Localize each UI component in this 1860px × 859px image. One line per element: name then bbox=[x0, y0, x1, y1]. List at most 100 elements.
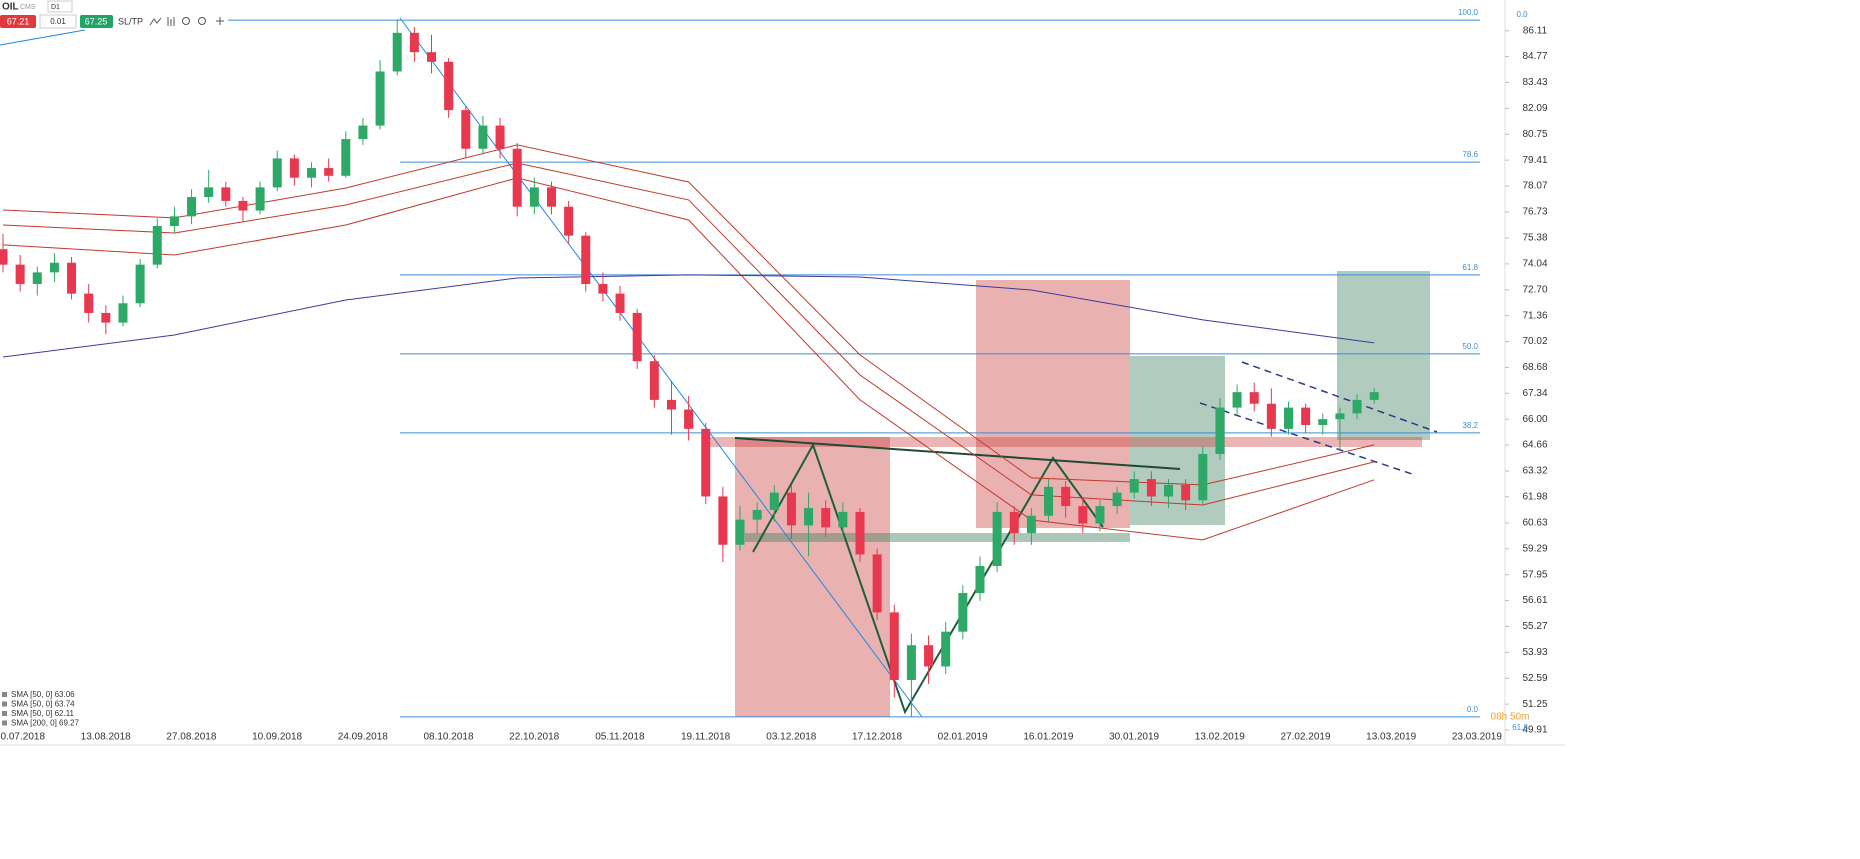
candle-body bbox=[1146, 479, 1156, 497]
x-tick-label: 19.11.2018 bbox=[681, 732, 731, 743]
candle-body bbox=[1198, 453, 1208, 501]
x-tick-label: 27.02.2019 bbox=[1280, 732, 1330, 743]
x-tick-label: 13.08.2018 bbox=[81, 732, 131, 743]
candle-body bbox=[684, 409, 694, 429]
candle-body bbox=[649, 361, 659, 400]
legend-icon bbox=[2, 720, 7, 726]
y-tick-label: 74.04 bbox=[1522, 259, 1547, 270]
candle-body bbox=[666, 399, 676, 410]
candle-body bbox=[581, 235, 591, 284]
candle-body bbox=[941, 631, 951, 667]
legend-entry: SMA [200, 0] 69.27 bbox=[11, 719, 80, 728]
fib-label: 100.0 bbox=[1458, 8, 1479, 17]
zoom-in-icon[interactable] bbox=[198, 17, 206, 25]
buy-button[interactable] bbox=[80, 15, 113, 28]
candle-body bbox=[289, 158, 299, 178]
y-tick-label: 79.41 bbox=[1522, 155, 1547, 166]
candle-body bbox=[118, 303, 128, 323]
y-tick-label: 72.70 bbox=[1522, 284, 1547, 295]
x-tick-label: 02.01.2019 bbox=[938, 732, 988, 743]
x-tick-label: 30.07.2018 bbox=[0, 732, 45, 743]
fib-label: 50.0 bbox=[1462, 342, 1478, 351]
interval[interactable]: D1 bbox=[51, 4, 60, 11]
legend-icon bbox=[2, 711, 7, 716]
symbol: OIL bbox=[2, 2, 19, 13]
candle-body bbox=[461, 110, 471, 149]
loss-zone bbox=[976, 280, 1130, 528]
bid[interactable]: 67.21 bbox=[7, 16, 30, 26]
candle-body bbox=[101, 312, 111, 323]
y-tick-label: 63.32 bbox=[1522, 466, 1547, 477]
candle-body bbox=[238, 200, 248, 211]
candle-body bbox=[1061, 486, 1071, 507]
candle-body bbox=[1318, 419, 1328, 425]
candle-body bbox=[1266, 403, 1276, 429]
indicator-line bbox=[2, 274, 1375, 358]
candle-body bbox=[409, 32, 419, 53]
candle-body bbox=[84, 293, 94, 313]
candle-body bbox=[512, 148, 522, 207]
y-tick-label: 75.38 bbox=[1522, 233, 1547, 244]
toolbar: OIL CMS D1 67.21 0.01 67.25 SL/TP bbox=[0, 0, 224, 29]
legend-icon bbox=[2, 701, 7, 707]
candle-body bbox=[1232, 392, 1242, 408]
y-tick-label: 78.07 bbox=[1522, 181, 1547, 192]
ask[interactable]: 67.25 bbox=[85, 16, 108, 26]
indicator-line bbox=[2, 162, 1375, 506]
candle-body bbox=[718, 496, 728, 545]
y-tick-label: 70.02 bbox=[1522, 336, 1547, 347]
candle-body bbox=[169, 216, 179, 227]
candle-body bbox=[152, 226, 162, 265]
interval-box[interactable] bbox=[47, 0, 73, 13]
crosshair-icon[interactable] bbox=[216, 17, 224, 25]
candle-body bbox=[838, 511, 848, 528]
candle-body bbox=[1078, 506, 1088, 524]
candle-body bbox=[615, 293, 625, 313]
y-tick-label: 59.29 bbox=[1522, 543, 1547, 554]
tool-icon[interactable] bbox=[167, 17, 175, 26]
y-tick-label: 76.73 bbox=[1522, 207, 1547, 218]
candle-body bbox=[1164, 484, 1174, 497]
candle-body bbox=[855, 511, 865, 555]
candle-body bbox=[1044, 486, 1054, 516]
x-tick-label: 10.09.2018 bbox=[252, 732, 302, 743]
volume-box[interactable] bbox=[39, 14, 77, 29]
candle-body bbox=[49, 262, 59, 273]
axis-top-label: 0.0 bbox=[1516, 10, 1528, 19]
candle-body bbox=[32, 272, 42, 284]
x-tick-label: 13.03.2019 bbox=[1366, 732, 1416, 743]
legend-entry: SMA [50, 0] 63.74 bbox=[11, 700, 75, 709]
y-tick-label: 56.61 bbox=[1522, 595, 1547, 606]
y-tick-label: 52.59 bbox=[1522, 673, 1547, 684]
y-tick-label: 51.25 bbox=[1522, 699, 1547, 710]
candle-body bbox=[529, 187, 539, 207]
candle-body bbox=[1009, 511, 1019, 534]
x-tick-label: 08.10.2018 bbox=[423, 732, 473, 743]
candle-body bbox=[478, 125, 488, 149]
x-tick-label: 17.12.2018 bbox=[852, 732, 902, 743]
fib-label: 78.6 bbox=[1462, 150, 1478, 159]
candle-body bbox=[135, 264, 145, 304]
y-tick-label: 82.09 bbox=[1522, 103, 1547, 114]
candle-body bbox=[67, 262, 77, 294]
sltp[interactable]: SL/TP bbox=[118, 16, 143, 26]
sell-button[interactable] bbox=[0, 15, 36, 28]
x-tick-label: 30.01.2019 bbox=[1109, 732, 1159, 743]
trend-line bbox=[0, 29, 86, 46]
candle-body bbox=[769, 492, 779, 510]
indicator-line bbox=[2, 177, 1375, 541]
volume[interactable]: 0.01 bbox=[50, 17, 66, 26]
y-tick-label: 68.68 bbox=[1522, 362, 1547, 373]
trend-line bbox=[399, 17, 923, 718]
channel-line bbox=[1199, 402, 1413, 475]
candle-body bbox=[975, 566, 985, 594]
candle-body bbox=[924, 645, 934, 667]
candle-body bbox=[889, 612, 899, 680]
zoom-out-icon[interactable] bbox=[182, 17, 190, 25]
candle-body bbox=[804, 508, 814, 526]
timer-label: 61.8 bbox=[1512, 723, 1528, 732]
tool-icon[interactable] bbox=[149, 17, 162, 26]
x-tick-label: 05.11.2018 bbox=[595, 732, 645, 743]
candle-body bbox=[786, 492, 796, 526]
y-tick-label: 60.63 bbox=[1522, 518, 1547, 529]
